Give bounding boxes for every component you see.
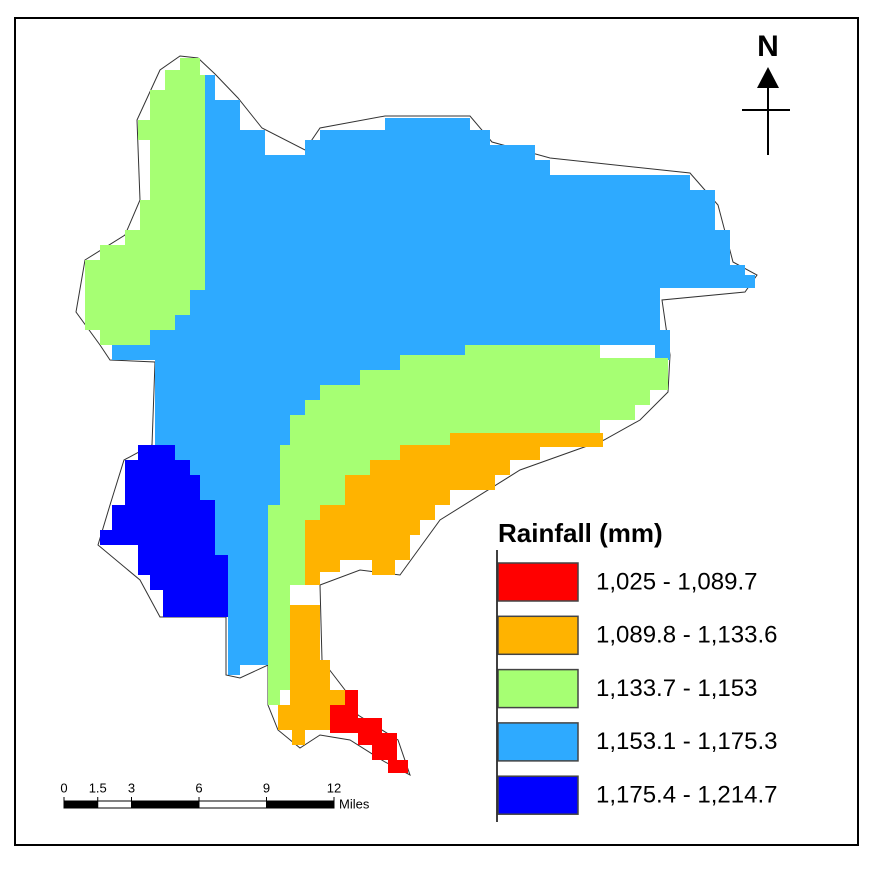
class-region bbox=[305, 433, 603, 585]
scale-segment bbox=[131, 800, 200, 809]
legend-swatch bbox=[497, 775, 579, 815]
scale-segment bbox=[63, 800, 99, 809]
class-region bbox=[112, 75, 755, 675]
arrow-head bbox=[757, 67, 779, 88]
scale-label: 0 bbox=[60, 780, 67, 795]
legend-swatch bbox=[497, 615, 579, 656]
north-label: N bbox=[757, 30, 779, 63]
legend-swatch bbox=[497, 668, 579, 709]
class-region bbox=[278, 605, 345, 745]
legend-label: 1,133.7 - 1,153 bbox=[596, 675, 757, 702]
legend: 1,025 - 1,089.7 1,089.8 - 1,133.6 1,133.7 … bbox=[497, 562, 777, 815]
legend-label: 1,089.8 - 1,133.6 bbox=[596, 622, 777, 649]
legend-label: 1,175.4 - 1,214.7 bbox=[596, 782, 777, 809]
scale-label: 6 bbox=[195, 780, 202, 795]
scale-label: 12 bbox=[327, 780, 341, 795]
legend-label: 1,153.1 - 1,175.3 bbox=[596, 728, 777, 755]
scale-label: 9 bbox=[263, 780, 270, 795]
legend-label: 1,025 - 1,089.7 bbox=[596, 568, 757, 595]
class-region bbox=[85, 58, 205, 345]
north-arrow: N bbox=[742, 30, 790, 155]
scale-label: 3 bbox=[128, 780, 135, 795]
scale-segment bbox=[198, 800, 267, 809]
watershed-map bbox=[75, 55, 758, 777]
legend-swatch bbox=[497, 562, 579, 602]
scale-segment bbox=[266, 800, 335, 809]
legend-swatch bbox=[497, 722, 579, 762]
scale-segment bbox=[97, 800, 132, 809]
legend-title: Rainfall (mm) bbox=[498, 518, 663, 548]
class-region bbox=[100, 445, 228, 617]
class-region bbox=[268, 345, 668, 705]
scale-unit: Miles bbox=[339, 796, 370, 811]
class-region bbox=[330, 690, 408, 773]
scale-label: 1.5 bbox=[89, 780, 107, 795]
